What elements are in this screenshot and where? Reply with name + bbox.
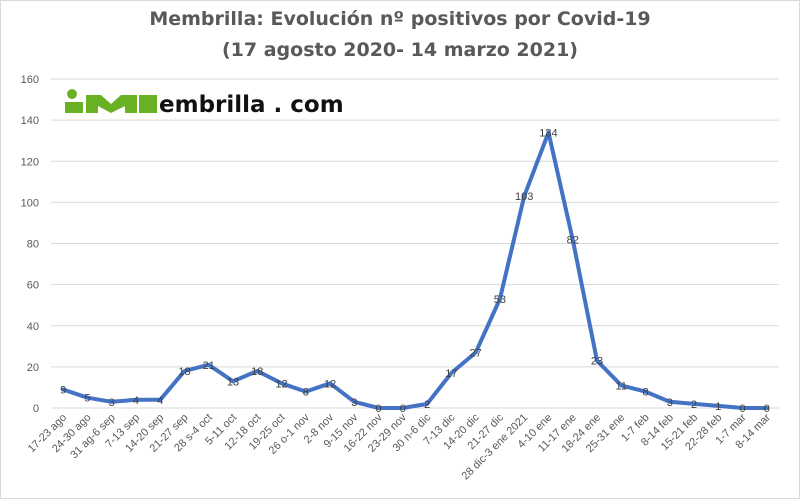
data-label: 18 [178, 366, 190, 378]
data-label: 13 [227, 376, 239, 388]
data-label: 103 [515, 191, 533, 203]
data-label: 23 [591, 356, 603, 368]
logo-mark-bar [139, 95, 157, 113]
membrilla-logo: embrilla . com [65, 89, 344, 118]
data-label: 53 [494, 294, 506, 306]
data-label: 17 [445, 368, 457, 380]
data-label: 82 [567, 234, 579, 246]
y-tick-label: 20 [27, 362, 39, 374]
series-line [61, 130, 769, 410]
data-label: 1 [715, 401, 721, 413]
y-tick-label: 40 [27, 321, 39, 333]
logo-mark-i [65, 102, 83, 113]
data-label: 18 [251, 366, 263, 378]
data-label: 9 [60, 384, 66, 396]
data-label: 12 [275, 378, 287, 390]
y-tick-label: 140 [21, 115, 39, 127]
data-label: 134 [539, 127, 557, 139]
data-label: 2 [691, 399, 697, 411]
data-label: 0 [400, 403, 406, 415]
data-label: 0 [376, 403, 382, 415]
data-label: 12 [324, 378, 336, 390]
data-label: 4 [157, 395, 163, 407]
y-axis-ticks: 0 20 40 60 80 100 120 140 160 [21, 74, 39, 415]
data-label: 3 [667, 397, 673, 409]
data-label: 2 [424, 399, 430, 411]
data-label: 4 [133, 395, 139, 407]
gridlines [51, 78, 779, 409]
data-label: 3 [109, 397, 115, 409]
data-label: 11 [616, 380, 627, 392]
y-tick-label: 160 [21, 74, 39, 86]
y-tick-label: 0 [33, 403, 39, 415]
data-label: 5 [84, 393, 90, 405]
y-tick-label: 80 [27, 239, 39, 251]
data-label: 21 [203, 360, 215, 372]
logo-mark-m [86, 95, 137, 113]
logo-dot [67, 89, 77, 99]
chart-title: Membrilla: Evolución nº positivos por Co… [149, 8, 650, 30]
data-label: 3 [351, 397, 357, 409]
data-label: 8 [642, 387, 648, 399]
logo-text: embrilla . com [159, 92, 344, 118]
data-label: 0 [740, 403, 746, 415]
chart-subtitle: (17 agosto 2020- 14 marzo 2021) [222, 39, 578, 61]
y-tick-label: 120 [21, 156, 39, 168]
data-label: 0 [764, 403, 770, 415]
y-tick-label: 100 [21, 197, 39, 209]
data-label: 8 [303, 387, 309, 399]
data-label: 27 [470, 347, 482, 359]
y-tick-label: 60 [27, 280, 39, 292]
